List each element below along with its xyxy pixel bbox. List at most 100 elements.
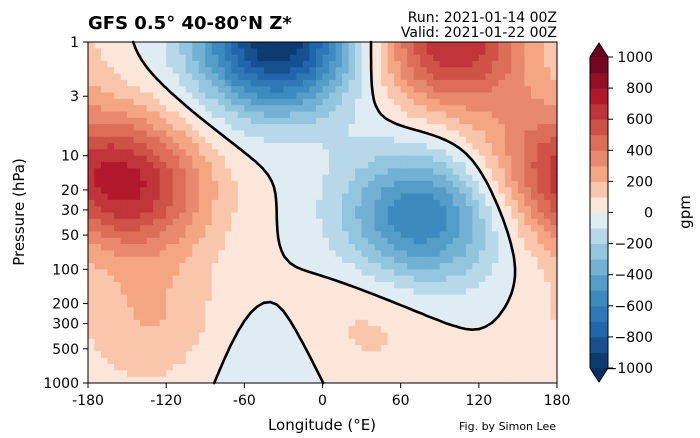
- heat-cell: [452, 86, 460, 94]
- heat-cell: [498, 281, 506, 289]
- heat-cell: [400, 54, 408, 62]
- heat-cell: [263, 117, 271, 125]
- heat-cell: [478, 187, 486, 195]
- heat-cell: [88, 54, 96, 62]
- heat-cell: [289, 105, 298, 113]
- heat-cell: [101, 98, 109, 106]
- heat-cell: [524, 237, 532, 245]
- heat-cell: [511, 143, 519, 150]
- heat-cell: [244, 105, 252, 113]
- heat-cell: [335, 149, 343, 157]
- heat-cell: [465, 256, 473, 264]
- heat-cell: [394, 326, 402, 334]
- heat-cell: [485, 357, 493, 365]
- heat-cell: [491, 332, 499, 340]
- heat-cell: [485, 155, 493, 163]
- heat-cell: [127, 180, 135, 188]
- heat-cell: [459, 130, 467, 138]
- heat-cell: [400, 231, 408, 239]
- heat-cell: [276, 237, 285, 245]
- heat-cell: [198, 212, 206, 220]
- heat-cell: [420, 193, 428, 201]
- heat-cell: [465, 149, 473, 157]
- heat-cell: [224, 111, 232, 119]
- heat-cell: [185, 256, 193, 264]
- heat-cell: [459, 294, 467, 302]
- heat-cell: [88, 370, 96, 378]
- heat-cell: [205, 180, 213, 188]
- heat-cell: [315, 79, 324, 87]
- heat-cell: [276, 275, 285, 283]
- heat-cell: [361, 155, 369, 163]
- heat-cell: [309, 92, 317, 100]
- heat-cell: [257, 338, 265, 346]
- heat-cell: [192, 180, 200, 188]
- heat-cell: [140, 376, 148, 384]
- heat-cell: [283, 136, 291, 144]
- heat-cell: [198, 161, 206, 169]
- heat-cell: [140, 225, 148, 233]
- heat-cell: [94, 67, 102, 75]
- heat-cell: [244, 370, 252, 378]
- heat-cell: [511, 231, 519, 239]
- heat-cell: [491, 92, 499, 100]
- heat-cell: [166, 244, 174, 251]
- heat-cell: [198, 143, 206, 150]
- heat-cell: [374, 225, 382, 233]
- heat-cell: [348, 111, 356, 119]
- heat-cell: [211, 212, 219, 220]
- heat-cell: [296, 231, 304, 239]
- heat-cell: [446, 199, 454, 207]
- heat-cell: [394, 111, 402, 119]
- heat-cell: [420, 130, 428, 138]
- heat-cell: [107, 256, 115, 264]
- heat-cell: [374, 143, 382, 150]
- heat-cell: [120, 168, 128, 176]
- heat-cell: [224, 73, 232, 81]
- heat-cell: [263, 54, 271, 62]
- heat-cell: [504, 237, 512, 245]
- heat-cell: [244, 300, 252, 308]
- heat-cell: [237, 275, 245, 283]
- heat-cell: [276, 136, 285, 144]
- heat-cell: [387, 86, 395, 94]
- heat-cell: [394, 376, 402, 384]
- heat-cell: [524, 294, 532, 302]
- heat-cell: [407, 231, 415, 239]
- heat-cell: [420, 307, 428, 315]
- heat-cell: [550, 300, 558, 308]
- heat-cell: [133, 263, 141, 270]
- heat-cell: [120, 180, 128, 188]
- heat-cell: [127, 54, 135, 62]
- heat-cell: [452, 124, 460, 131]
- heat-cell: [322, 130, 330, 138]
- heat-cell: [511, 86, 519, 94]
- heat-cell: [433, 180, 441, 188]
- heat-cell: [413, 60, 421, 68]
- heat-cell: [498, 231, 506, 239]
- heat-cell: [543, 155, 552, 163]
- heat-cell: [420, 231, 428, 239]
- colorbar-tick-label: −1000: [606, 361, 653, 377]
- heat-cell: [478, 149, 486, 157]
- heat-cell: [530, 155, 539, 163]
- heat-cell: [120, 155, 128, 163]
- heat-cell: [140, 281, 148, 289]
- heat-cell: [504, 193, 512, 201]
- heat-cell: [381, 42, 389, 49]
- heat-cell: [94, 225, 102, 233]
- heat-cell: [166, 376, 174, 384]
- heat-cell: [192, 54, 200, 62]
- heat-cell: [289, 174, 298, 182]
- heat-cell: [491, 300, 499, 308]
- heat-cell: [205, 117, 213, 125]
- heat-cell: [348, 364, 356, 371]
- heat-cell: [511, 357, 519, 365]
- heat-cell: [205, 300, 213, 308]
- heat-cell: [550, 307, 558, 315]
- heat-cell: [543, 79, 552, 87]
- heat-cell: [387, 376, 395, 384]
- heat-cell: [133, 294, 141, 302]
- heat-cell: [185, 199, 193, 207]
- heat-cell: [224, 130, 232, 138]
